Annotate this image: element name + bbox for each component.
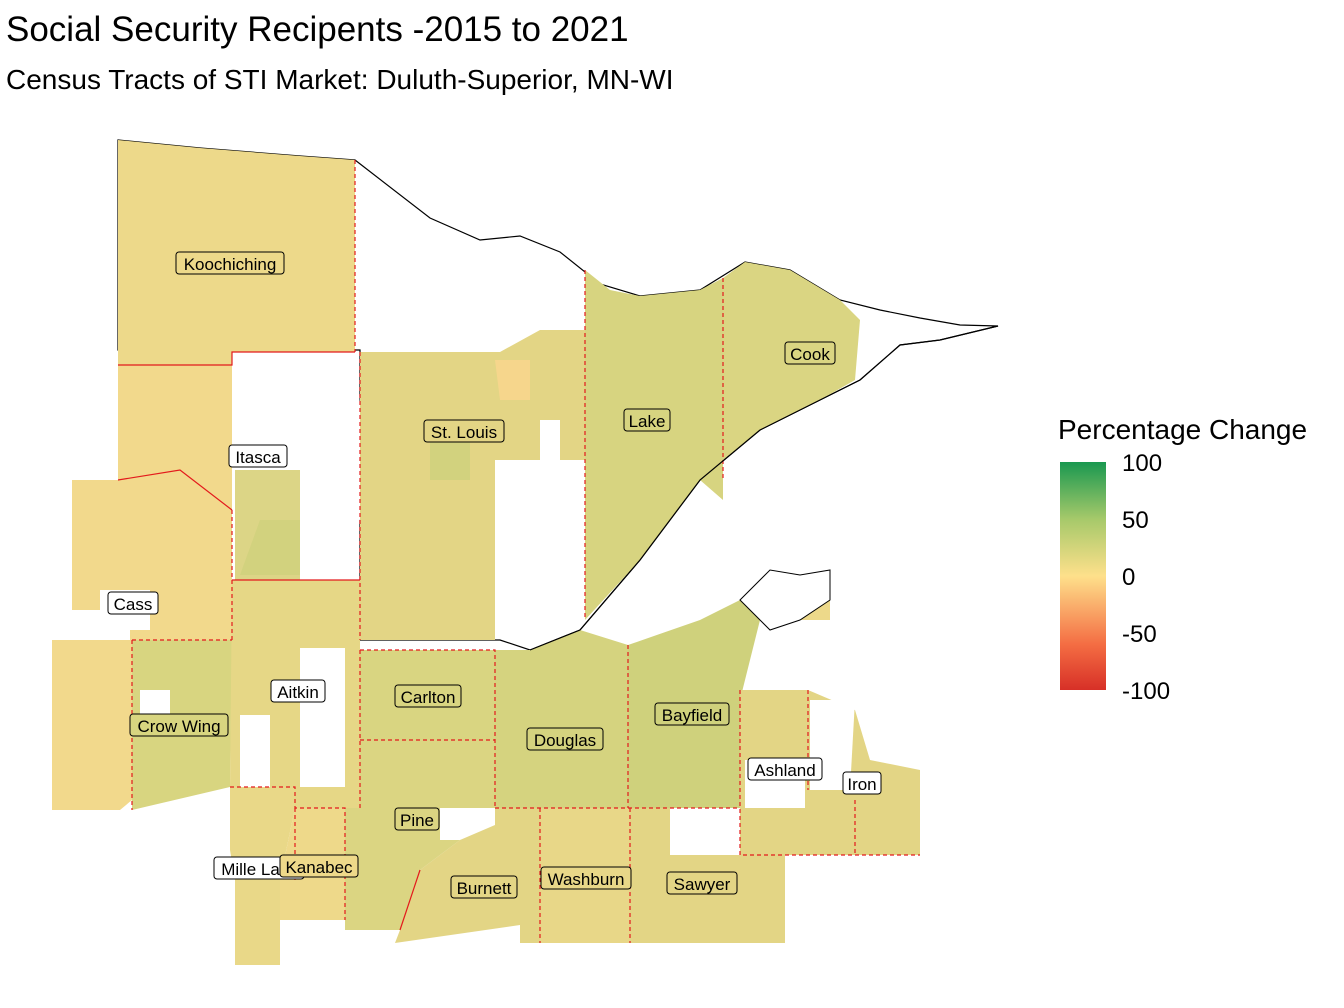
county-pine <box>345 740 495 930</box>
county-cass <box>52 640 132 810</box>
label-kanabec: Kanabec <box>279 854 359 878</box>
svg-text:Koochiching: Koochiching <box>184 255 277 274</box>
label-iron: Iron <box>842 771 882 795</box>
svg-text:Ashland: Ashland <box>754 761 815 780</box>
svg-text:Burnett: Burnett <box>457 879 512 898</box>
svg-text:Carlton: Carlton <box>401 688 456 707</box>
label-douglas: Douglas <box>526 727 604 751</box>
svg-text:Bayfield: Bayfield <box>662 706 722 725</box>
svg-text:Cook: Cook <box>790 345 830 364</box>
svg-text:Douglas: Douglas <box>534 731 596 750</box>
legend-colorbar <box>1060 462 1106 690</box>
label-washburn: Washburn <box>540 866 632 890</box>
legend-title: Percentage Change <box>1058 414 1308 445</box>
label-carlton: Carlton <box>394 684 462 708</box>
svg-text:Itasca: Itasca <box>235 448 281 467</box>
label-ashland: Ashland <box>747 757 823 781</box>
legend-tick-50: 50 <box>1122 507 1149 534</box>
legend-tick-0: 0 <box>1122 564 1136 591</box>
label-cass: Cass <box>107 591 159 615</box>
county-douglas <box>495 630 628 808</box>
svg-text:Aitkin: Aitkin <box>277 683 319 702</box>
label-aitkin: Aitkin <box>270 679 326 703</box>
county-lake <box>585 270 723 620</box>
svg-text:Cass: Cass <box>114 595 153 614</box>
label-cook: Cook <box>784 341 836 365</box>
lake-superior <box>529 325 999 651</box>
chart-subtitle: Census Tracts of STI Market: Duluth-Supe… <box>6 64 674 95</box>
county-itasca <box>72 365 235 640</box>
label-crow-wing: Crow Wing <box>129 713 229 737</box>
svg-text:St. Louis: St. Louis <box>431 423 497 442</box>
county-st-louis <box>360 330 585 640</box>
label-lake: Lake <box>623 408 671 432</box>
label-sawyer: Sawyer <box>666 871 738 895</box>
label-itasca: Itasca <box>228 444 288 468</box>
label-burnett: Burnett <box>450 875 518 899</box>
svg-text:Lake: Lake <box>629 412 666 431</box>
label-pine: Pine <box>394 807 440 831</box>
svg-text:Pine: Pine <box>400 811 434 830</box>
svg-text:Washburn: Washburn <box>548 870 625 889</box>
chart-title: Social Security Recipents -2015 to 2021 <box>6 10 629 49</box>
svg-text:Iron: Iron <box>847 775 876 794</box>
legend-tick-neg100: -100 <box>1122 678 1171 705</box>
label-st-louis: St. Louis <box>423 419 505 443</box>
svg-text:Sawyer: Sawyer <box>674 875 731 894</box>
label-bayfield: Bayfield <box>654 702 730 726</box>
svg-text:Kanabec: Kanabec <box>285 858 353 877</box>
label-koochiching: Koochiching <box>175 251 285 275</box>
legend-tick-neg50: -50 <box>1122 621 1157 648</box>
svg-text:Crow Wing: Crow Wing <box>137 717 220 736</box>
legend-tick-100: 100 <box>1122 450 1163 477</box>
svg-text:Mille Lacs: Mille Lacs <box>221 860 297 879</box>
